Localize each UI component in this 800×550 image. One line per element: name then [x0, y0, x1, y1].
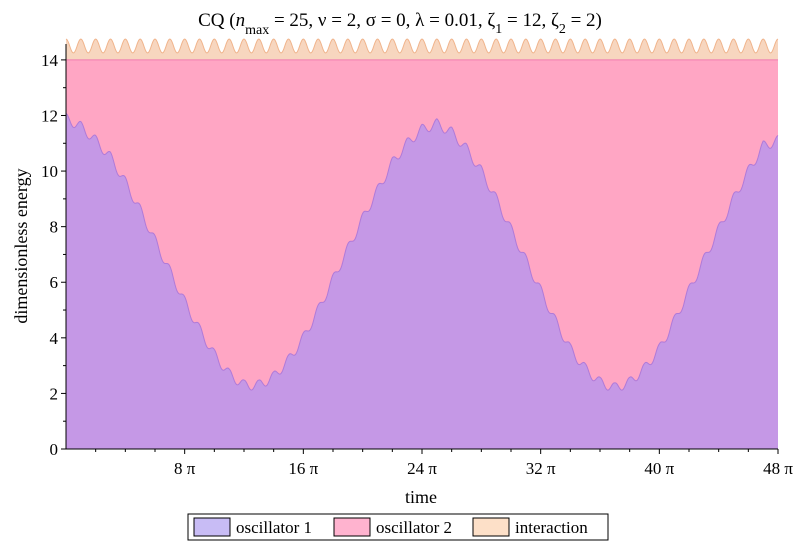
line-interaction-top — [65, 38, 779, 54]
svg-text:CQ (nmax = 25, ν = 2, σ = 0,: CQ (nmax = 25, ν = 2, σ = 0, λ = 0.01, ζ… — [198, 10, 602, 38]
legend-frame — [187, 513, 609, 541]
y-axis-label: dimensionless energy — [11, 168, 31, 323]
x-tick-label: 40 π — [644, 459, 674, 478]
y-tick-label: 8 — [50, 218, 59, 237]
y-tick-label: 0 — [50, 440, 59, 459]
y-tick-label: 12 — [41, 106, 58, 125]
title-prefix: CQ ( — [198, 10, 235, 31]
legend-swatch-1 — [193, 517, 231, 537]
y-tick-label: 6 — [50, 273, 59, 292]
title-mid: = 12, ζ — [502, 10, 559, 31]
y-tick-label: 14 — [41, 51, 59, 70]
chart-title: CQ (nmax = 25, ν = 2, σ = 0, λ = 0.01, ζ… — [198, 10, 602, 38]
plot-areas — [65, 38, 779, 449]
x-tick-label: 32 π — [526, 459, 556, 478]
x-tick-label: 24 π — [407, 459, 437, 478]
legend-swatch-3 — [472, 517, 510, 537]
title-sub1: 1 — [495, 22, 502, 37]
area-oscillator-2 — [66, 59, 778, 391]
title-n: n — [236, 10, 246, 31]
legend: oscillator 1 oscillator 2 interaction — [187, 513, 609, 541]
y-tick-label: 10 — [41, 162, 58, 181]
title-rest: = 25, ν = 2, σ = 0, λ = 0.01, ζ — [269, 10, 495, 31]
legend-label-1: oscillator 1 — [236, 518, 312, 537]
line-oscillator-1-top — [65, 112, 779, 391]
x-tick-label: 16 π — [288, 459, 318, 478]
area-oscillator-1 — [66, 113, 778, 449]
legend-swatch-2 — [333, 517, 371, 537]
legend-label-2: oscillator 2 — [376, 518, 452, 537]
x-axis-label: time — [405, 487, 437, 507]
y-tick-label: 2 — [50, 384, 59, 403]
y-tick-label: 4 — [50, 329, 59, 348]
title-end: = 2) — [566, 10, 602, 31]
area-interaction — [66, 39, 778, 60]
title-sub2: 2 — [559, 22, 566, 37]
title-max: max — [245, 23, 269, 38]
legend-label-3: interaction — [515, 518, 588, 537]
x-tick-label: 8 π — [174, 459, 196, 478]
x-tick-label: 48 π — [763, 459, 793, 478]
ticks: 8 π 16 π 24 π 32 π 40 π 48 π 0 2 4 6 8 10 12 14 — [41, 51, 793, 478]
